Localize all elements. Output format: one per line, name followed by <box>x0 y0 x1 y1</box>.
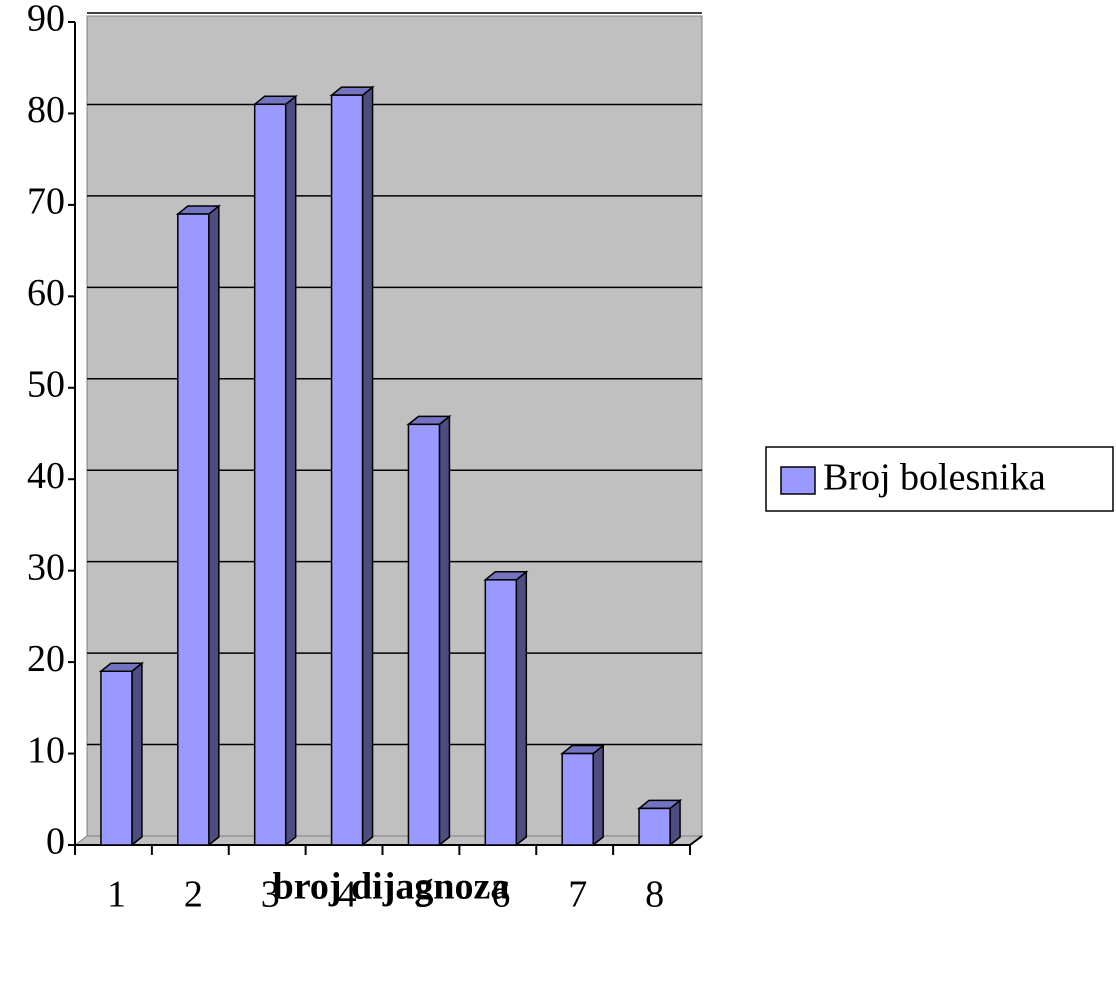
x-tick-label: 3 <box>261 874 280 916</box>
bar <box>330 94 364 846</box>
legend-label: Broj bolesnika <box>823 457 1046 499</box>
y-tick-label: 10 <box>27 729 65 771</box>
legend-box <box>765 446 1114 512</box>
bar <box>253 103 287 846</box>
bar <box>484 579 518 846</box>
bar <box>407 423 441 846</box>
bar <box>638 807 671 846</box>
y-tick-label: 70 <box>27 181 65 223</box>
bar-side <box>438 414 451 847</box>
legend-swatch <box>780 466 816 495</box>
x-tick-label: 5 <box>414 874 433 916</box>
x-tick-label: 4 <box>338 874 357 916</box>
bar-side <box>592 743 604 847</box>
x-tick-label: 1 <box>107 874 126 916</box>
bar <box>100 670 133 846</box>
y-tick-label: 80 <box>27 89 65 131</box>
x-tick-label: 6 <box>491 874 510 916</box>
y-tick-label: 50 <box>27 363 65 405</box>
y-tick-label: 40 <box>27 455 65 497</box>
bar-side <box>131 661 143 847</box>
y-tick-label: 0 <box>46 821 65 863</box>
x-axis-title: broj dijagnoza <box>273 866 510 908</box>
bar-side <box>361 85 374 847</box>
bar <box>177 213 210 846</box>
x-tick-label: 7 <box>568 874 587 916</box>
y-tick-label: 30 <box>27 546 65 588</box>
y-tick-label: 90 <box>27 0 65 40</box>
x-tick-label: 2 <box>184 874 203 916</box>
y-tick-label: 20 <box>27 638 65 680</box>
bar-side <box>284 94 297 847</box>
bar <box>561 752 594 846</box>
floor <box>73 835 704 846</box>
y-tick-label: 60 <box>27 272 65 314</box>
bar-side <box>208 204 220 847</box>
bar-side <box>515 570 528 847</box>
x-tick-label: 8 <box>645 874 664 916</box>
